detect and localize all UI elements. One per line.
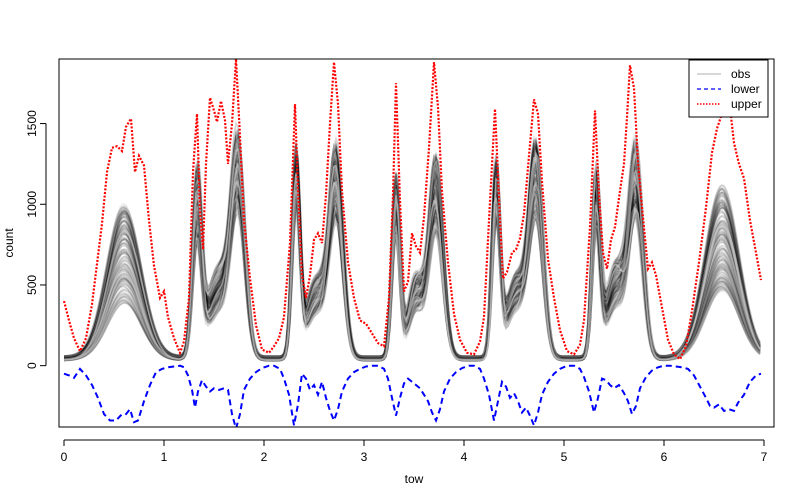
obs-line xyxy=(63,146,761,361)
x-tick-label: 3 xyxy=(361,450,368,464)
legend-box xyxy=(688,59,769,118)
legend-upper-label: upper xyxy=(731,97,762,111)
y-axis-title: count xyxy=(2,228,16,258)
y-axis: 0 500 1000 1500 xyxy=(25,110,47,369)
obs-line xyxy=(63,137,761,358)
legend: obs lower upper xyxy=(688,59,769,118)
lower-line xyxy=(63,364,762,427)
x-tick-label: 4 xyxy=(461,450,468,464)
obs-line xyxy=(63,144,761,360)
x-tick-label: 0 xyxy=(61,450,68,464)
legend-lower-label: lower xyxy=(731,82,760,96)
obs-line xyxy=(63,147,761,361)
x-tick-label: 7 xyxy=(761,450,768,464)
legend-obs-label: obs xyxy=(731,67,750,81)
obs-line xyxy=(64,175,761,362)
obs-line xyxy=(63,145,761,362)
x-tick-label: 2 xyxy=(261,450,268,464)
y-tick-label: 0 xyxy=(25,362,39,369)
x-tick-label: 5 xyxy=(561,450,568,464)
y-tick-label: 1000 xyxy=(25,191,39,218)
x-tick-label: 6 xyxy=(661,450,668,464)
plot-frame xyxy=(58,58,775,428)
y-tick-label: 500 xyxy=(25,275,39,295)
x-tick-label: 1 xyxy=(161,450,168,464)
y-tick-label: 1500 xyxy=(25,110,39,137)
x-axis-title: tow xyxy=(405,472,424,486)
bound-series-group xyxy=(62,59,763,427)
x-axis: 0 1 2 3 4 5 6 7 xyxy=(61,439,768,464)
